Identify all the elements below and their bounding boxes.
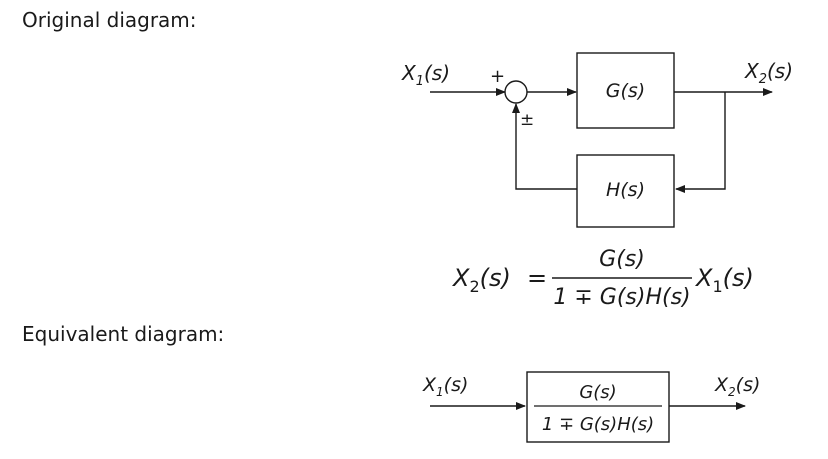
summing-pm-sign: ±	[520, 110, 534, 130]
feedback-block-label: H(s)	[606, 179, 645, 201]
equivalent-denominator: 1 ∓ G(s)H(s)	[542, 414, 654, 435]
equation-equals: =	[527, 264, 547, 292]
equivalent-block	[526, 371, 670, 443]
feedback-return-arrow	[512, 103, 577, 190]
feedback-block	[576, 154, 675, 228]
original-input-label: X1(s)	[401, 61, 450, 89]
forward-block	[576, 52, 675, 129]
heading-equivalent-diagram: Equivalent diagram:	[22, 322, 225, 346]
equivalent-output-label: X2(s)	[714, 374, 760, 399]
equation-rhs: X1(s)	[694, 264, 754, 296]
original-output-label: X2(s)	[744, 59, 793, 87]
original-diagram: X1(s) + ± G(s) X2(s) H(s)	[401, 52, 793, 228]
summing-plus-sign: +	[490, 66, 505, 87]
equivalent-diagram: X1(s) G(s) 1 ∓ G(s)H(s) X2(s)	[422, 371, 760, 443]
equation-denominator: 1 ∓ G(s)H(s)	[553, 285, 690, 310]
equivalent-input-label: X1(s)	[422, 374, 468, 399]
summing-junction	[504, 80, 528, 104]
equivalent-numerator: G(s)	[579, 382, 616, 403]
equation-numerator: G(s)	[599, 247, 645, 272]
equation-lhs: X2(s)	[451, 264, 511, 296]
forward-block-label: G(s)	[606, 80, 645, 102]
transfer-equation: X2(s) = G(s) 1 ∓ G(s)H(s) X1(s)	[451, 247, 754, 310]
heading-original-diagram: Original diagram:	[22, 8, 197, 32]
feedback-down-arrow	[675, 92, 726, 193]
